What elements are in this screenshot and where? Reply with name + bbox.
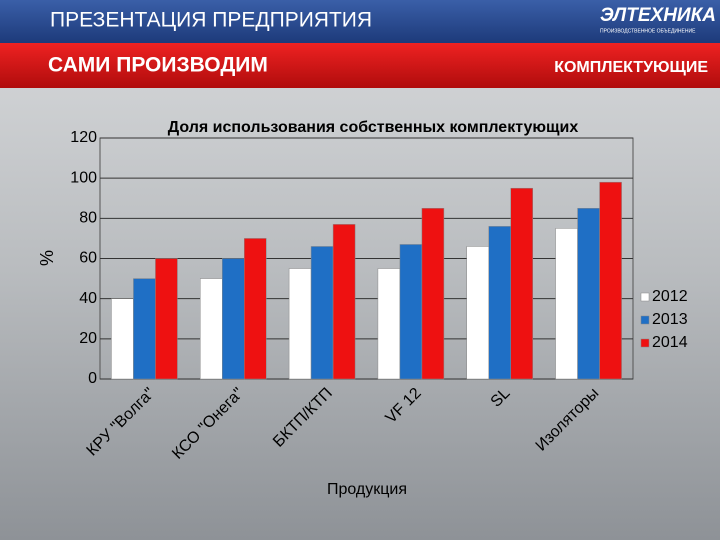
y-tick-label: 20: [79, 330, 97, 347]
bar: [310, 246, 334, 380]
bar: [488, 226, 511, 380]
bar: [200, 278, 223, 380]
legend-swatch: [640, 338, 650, 348]
y-tick-label: 0: [88, 370, 97, 387]
logo: ЭЛТЕХНИКА: [600, 5, 716, 26]
bar: [288, 268, 312, 380]
bar: [421, 208, 445, 380]
section-title: САМИ ПРОИЗВОДИМ: [48, 54, 268, 77]
bar: [133, 278, 156, 380]
bar: [111, 298, 134, 380]
bar: [332, 224, 356, 380]
legend-swatch: [640, 315, 650, 325]
bar: [244, 238, 267, 380]
y-tick-label: 60: [79, 250, 97, 267]
section-bar: [0, 43, 720, 88]
x-axis-label: Продукция: [327, 481, 407, 498]
legend-label: 2014: [652, 334, 688, 351]
y-tick-label: 120: [70, 129, 97, 146]
logo-subtitle: ПРОИЗВОДСТВЕННОЕ ОБЪЕДИНЕНИЕ: [600, 28, 696, 34]
header-bar: [0, 0, 720, 43]
y-tick-label: 40: [79, 290, 97, 307]
legend-label: 2012: [652, 288, 688, 305]
bar: [377, 268, 401, 380]
bar: [555, 228, 578, 380]
bar: [155, 258, 178, 380]
y-axis-label: %: [37, 250, 57, 266]
bar: [222, 258, 245, 380]
bar: [510, 187, 533, 380]
bar: [399, 244, 423, 380]
legend-label: 2013: [652, 311, 688, 328]
y-tick-label: 100: [70, 169, 97, 186]
y-tick-label: 80: [79, 210, 97, 227]
legend-swatch: [640, 292, 650, 302]
subsection-title: КОМПЛЕКТУЮЩИЕ: [554, 59, 708, 76]
header-title: ПРЕЗЕНТАЦИЯ ПРЕДПРИЯТИЯ: [50, 9, 372, 32]
chart-title: Доля использования собственных комплекту…: [168, 119, 579, 136]
bar: [466, 246, 489, 380]
bar: [577, 208, 600, 380]
bar: [599, 181, 622, 380]
